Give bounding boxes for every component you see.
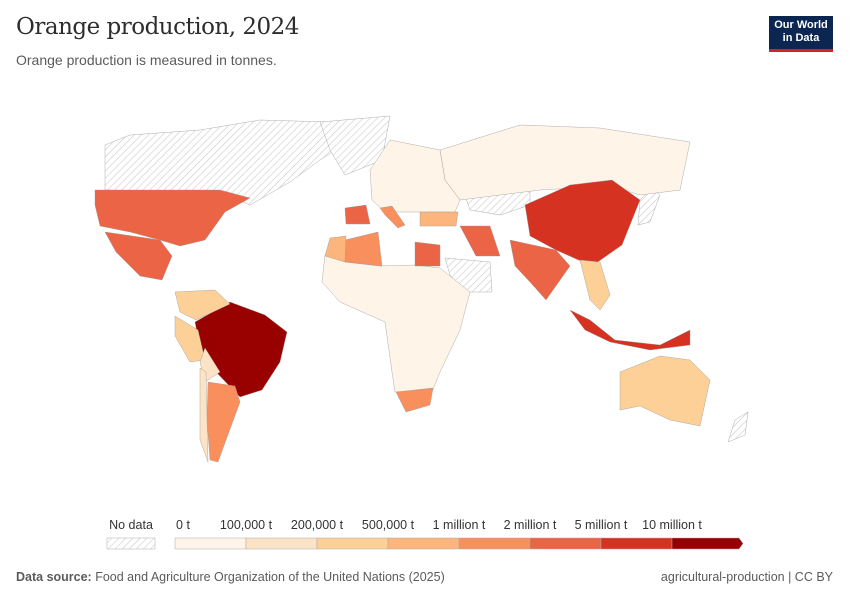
- country-africa-other-[interactable]: Africa (other): [321, 254, 471, 393]
- country-europe-other-[interactable]: Europe (other): [369, 139, 461, 213]
- country-spain[interactable]: Spain: [344, 204, 371, 225]
- country-egypt[interactable]: Egypt: [414, 241, 441, 267]
- country-united-states[interactable]: United States: [94, 189, 251, 247]
- country-india[interactable]: India: [509, 239, 571, 301]
- legend-bin-label: 500,000 t: [361, 518, 415, 532]
- legend-bin-swatch[interactable]: [600, 537, 673, 550]
- source-label: Data source:: [16, 570, 92, 584]
- legend-bin-swatch[interactable]: [458, 537, 531, 550]
- country-turkey[interactable]: Turkey: [419, 211, 459, 227]
- legend: No data 0 t 100,000 t 200,000 t 500,000 t 1 …: [0, 515, 850, 555]
- data-source: Data source: Food and Agriculture Organi…: [16, 570, 445, 584]
- footer-right[interactable]: agricultural-production | CC BY: [660, 570, 833, 584]
- legend-bin-label: 1 million t: [432, 518, 486, 532]
- legend-no-data-label: No data: [109, 518, 153, 532]
- legend-bin-swatch[interactable]: [316, 537, 389, 550]
- country-argentina[interactable]: Argentina: [206, 381, 241, 463]
- country-southeast-asia[interactable]: Southeast Asia: [579, 259, 611, 311]
- country-new-zealand[interactable]: New Zealand: [727, 411, 749, 443]
- owid-logo[interactable]: Our World in Data: [769, 16, 833, 52]
- legend-bin-label: 2 million t: [503, 518, 557, 532]
- country-iran[interactable]: Iran: [459, 225, 501, 257]
- country-saudi-arabia[interactable]: Saudi Arabia: [444, 257, 493, 293]
- legend-bin-swatch[interactable]: [174, 537, 247, 550]
- legend-bin-swatch[interactable]: [671, 537, 744, 550]
- legend-bin-label: 200,000 t: [290, 518, 344, 532]
- legend-bin-label: 5 million t: [574, 518, 628, 532]
- legend-bin-swatch[interactable]: [245, 537, 318, 550]
- country-algeria[interactable]: Algeria: [344, 231, 383, 267]
- source-text[interactable]: Food and Agriculture Organization of the…: [95, 570, 445, 584]
- legend-bin-swatch[interactable]: [529, 537, 602, 550]
- country-china[interactable]: China: [524, 179, 641, 267]
- country-italy[interactable]: Italy: [379, 205, 406, 229]
- legend-no-data-swatch: [106, 537, 156, 550]
- country-indonesia[interactable]: Indonesia: [569, 309, 691, 351]
- world-map[interactable]: CanadaGreenlandKazakhstanSaudi ArabiaJap…: [0, 80, 850, 510]
- country-australia[interactable]: Australia: [619, 355, 711, 427]
- country-peru[interactable]: Peru: [174, 315, 206, 363]
- country-south-africa[interactable]: South Africa: [395, 387, 434, 413]
- country-chile[interactable]: Chile: [199, 367, 209, 463]
- country-colombia[interactable]: Colombia: [174, 289, 231, 321]
- country-mexico[interactable]: Mexico: [104, 231, 173, 281]
- chart-subtitle: Orange production is measured in tonnes.: [16, 52, 277, 68]
- legend-bin-swatch[interactable]: [387, 537, 460, 550]
- country-greenland[interactable]: Greenland: [319, 115, 391, 176]
- legend-bin-label: 10 million t: [642, 518, 702, 532]
- legend-bin-label: 0 t: [176, 518, 190, 532]
- chart-title: Orange production, 2024: [16, 14, 299, 40]
- legend-bin-label: 100,000 t: [219, 518, 273, 532]
- country-morocco[interactable]: Morocco: [324, 235, 347, 263]
